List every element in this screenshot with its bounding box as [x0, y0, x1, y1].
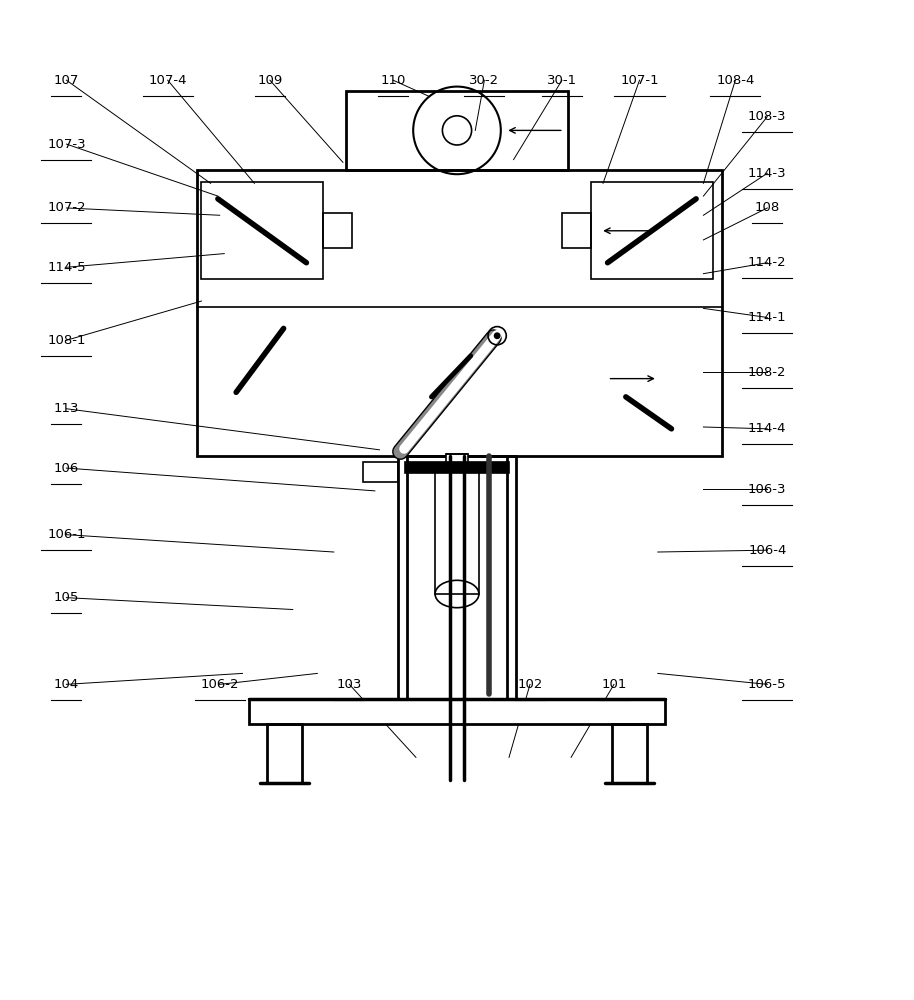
- Bar: [405, 462, 509, 473]
- Bar: [435, 465, 479, 594]
- Text: 108-1: 108-1: [48, 334, 86, 347]
- Text: 107-4: 107-4: [148, 74, 187, 87]
- Text: 106-5: 106-5: [748, 678, 787, 691]
- Text: 108-4: 108-4: [717, 74, 755, 87]
- Text: 108-3: 108-3: [748, 110, 787, 123]
- Text: 107-1: 107-1: [621, 74, 659, 87]
- Text: 107: 107: [54, 74, 80, 87]
- Text: 102: 102: [517, 678, 543, 691]
- Text: 108: 108: [755, 201, 780, 214]
- Bar: [345, 91, 569, 170]
- Text: 106-2: 106-2: [200, 678, 239, 691]
- Text: 114-1: 114-1: [748, 311, 787, 324]
- Text: 104: 104: [54, 678, 79, 691]
- Bar: [562, 213, 591, 248]
- Text: 108-2: 108-2: [748, 366, 787, 379]
- Bar: [249, 699, 665, 724]
- Bar: [612, 724, 647, 783]
- Text: 106-3: 106-3: [748, 483, 787, 496]
- Text: 114-2: 114-2: [748, 256, 787, 269]
- Text: 110: 110: [380, 74, 406, 87]
- Bar: [267, 724, 302, 783]
- Text: 113: 113: [54, 402, 80, 415]
- Bar: [201, 182, 323, 279]
- Text: 107-3: 107-3: [48, 138, 86, 151]
- Text: 109: 109: [257, 74, 282, 87]
- Text: 106: 106: [54, 462, 79, 475]
- Bar: [398, 456, 516, 699]
- Circle shape: [494, 333, 500, 338]
- Text: 103: 103: [336, 678, 362, 691]
- Text: 30-2: 30-2: [469, 74, 499, 87]
- Text: 106-4: 106-4: [748, 544, 786, 557]
- Bar: [363, 462, 398, 482]
- Bar: [197, 170, 722, 456]
- Bar: [446, 454, 468, 469]
- Bar: [323, 213, 352, 248]
- Text: 106-1: 106-1: [48, 528, 86, 541]
- Bar: [591, 182, 713, 279]
- Text: 114-5: 114-5: [48, 261, 86, 274]
- Text: 114-3: 114-3: [748, 167, 787, 180]
- Text: 30-1: 30-1: [547, 74, 577, 87]
- Text: 114-4: 114-4: [748, 422, 787, 435]
- Text: 107-2: 107-2: [48, 201, 86, 214]
- Text: 105: 105: [54, 591, 80, 604]
- Text: 101: 101: [601, 678, 627, 691]
